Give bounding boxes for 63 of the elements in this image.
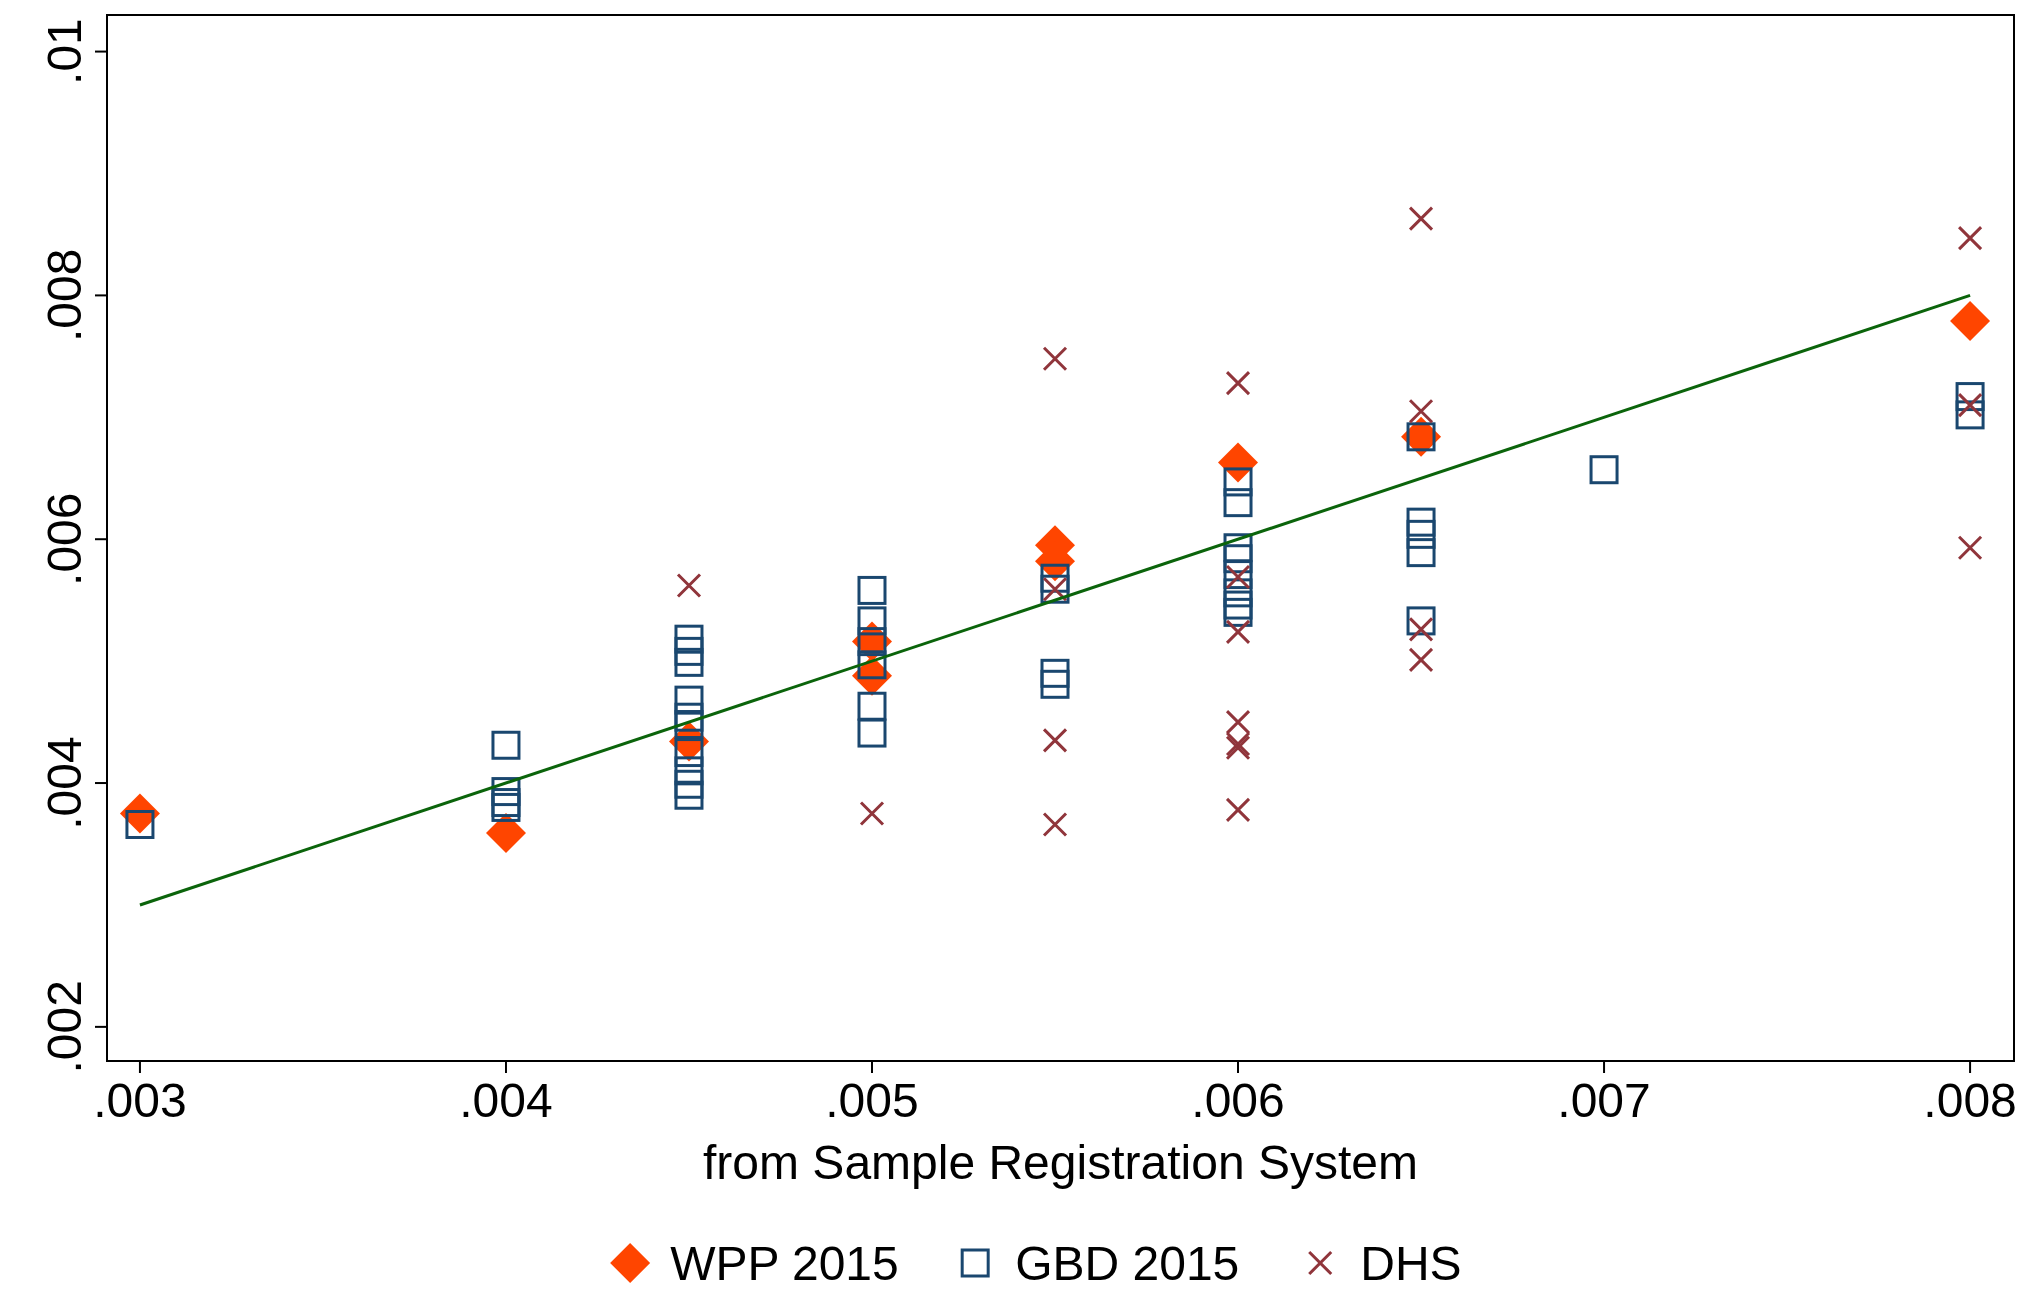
point [1957, 535, 1983, 561]
point [1225, 370, 1251, 396]
point [1408, 647, 1434, 673]
point [859, 801, 885, 827]
point [676, 573, 702, 599]
point [1040, 563, 1070, 593]
point [857, 718, 887, 748]
point [1406, 606, 1436, 636]
point [1223, 597, 1253, 627]
point [674, 647, 704, 677]
point [1223, 467, 1253, 497]
legend-label: WPP 2015 [670, 1237, 899, 1290]
x-tick-label: .004 [459, 1074, 553, 1127]
y-tick-label: .008 [38, 248, 91, 343]
point [674, 756, 704, 786]
point [857, 606, 887, 636]
point [1223, 533, 1253, 563]
y-tick-label: .01 [38, 18, 91, 85]
point [1589, 455, 1619, 485]
point [1950, 301, 1991, 341]
point [674, 769, 704, 799]
point [1223, 590, 1253, 620]
point [674, 710, 704, 740]
point [1955, 400, 1985, 430]
point [674, 780, 704, 810]
y-tick-label: .002 [38, 980, 91, 1074]
x-tick-label: .008 [1923, 1074, 2017, 1127]
point [1406, 507, 1436, 537]
point [1042, 727, 1068, 753]
point [857, 575, 887, 605]
point [1406, 538, 1436, 568]
x-tick-label: .007 [1557, 1074, 1651, 1127]
point [485, 813, 526, 854]
y-tick-label: .006 [38, 492, 91, 586]
point [1040, 658, 1070, 688]
x-tick-label: .006 [1191, 1074, 1285, 1127]
x-axis-title: from Sample Registration System [703, 1136, 1418, 1189]
point [1040, 669, 1070, 699]
point [1955, 382, 1985, 412]
point [857, 691, 887, 721]
point [1042, 346, 1068, 372]
legend-label: DHS [1360, 1237, 1462, 1290]
point [1957, 225, 1983, 251]
point [1957, 392, 1983, 418]
point [1225, 797, 1251, 823]
point [1408, 616, 1434, 642]
point [1042, 811, 1068, 837]
point [1408, 206, 1434, 232]
y-tick-label: .004 [38, 736, 91, 830]
point [1225, 619, 1251, 645]
x-tick-label: .003 [93, 1074, 187, 1127]
x-tick-label: .005 [825, 1074, 919, 1127]
point [674, 624, 704, 654]
point [674, 636, 704, 666]
point [491, 777, 521, 807]
legend-label: GBD 2015 [1015, 1237, 1240, 1290]
point [1408, 398, 1434, 424]
point [1223, 488, 1253, 518]
point [674, 685, 704, 715]
point [674, 702, 704, 732]
point [1406, 519, 1436, 549]
point [1223, 544, 1253, 574]
point [491, 730, 521, 760]
